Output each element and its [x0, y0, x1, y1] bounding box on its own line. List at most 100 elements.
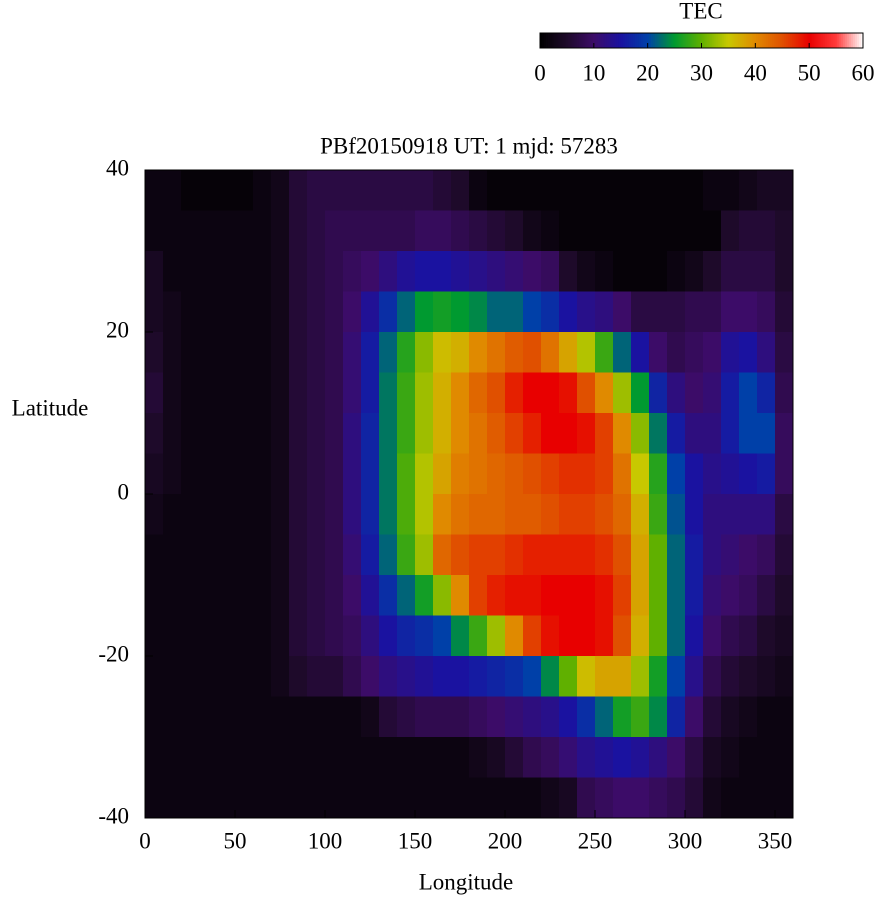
- heatmap-cell: [451, 656, 470, 697]
- heatmap-cell: [451, 413, 470, 454]
- heatmap-cell: [541, 170, 560, 211]
- heatmap-cell: [433, 413, 452, 454]
- colorbar-segment: [729, 33, 733, 48]
- heatmap-cell: [433, 210, 452, 252]
- heatmap-cell: [775, 291, 794, 333]
- colorbar-segment: [634, 33, 638, 48]
- heatmap-cell: [415, 534, 434, 576]
- heatmap-cell: [685, 656, 704, 697]
- colorbar-segment: [626, 33, 630, 48]
- heatmap-cell: [577, 534, 596, 576]
- colorbar-segment: [606, 33, 610, 48]
- heatmap-cell: [595, 453, 614, 495]
- heatmap-cell: [613, 494, 632, 535]
- heatmap-cell: [685, 534, 704, 576]
- heatmap-cell: [379, 372, 398, 414]
- heatmap-cell: [505, 251, 524, 292]
- colorbar-tick-label: 20: [636, 60, 659, 85]
- colorbar-segment: [725, 33, 729, 48]
- heatmap-cell: [181, 777, 200, 819]
- colorbar-segment: [776, 33, 779, 48]
- heatmap-cell: [523, 696, 542, 738]
- heatmap-cell: [379, 210, 398, 252]
- heatmap-cell: [739, 656, 758, 697]
- colorbar-segment: [657, 33, 660, 48]
- colorbar-segment: [800, 33, 803, 48]
- heatmap-cell: [469, 413, 488, 454]
- heatmap-cell: [685, 696, 704, 738]
- colorbar-segment: [707, 33, 710, 48]
- heatmap-cell: [613, 615, 632, 657]
- colorbar-segment: [556, 33, 559, 48]
- colorbar-segment: [842, 33, 846, 48]
- heatmap-cell: [613, 777, 632, 819]
- heatmap-cell: [559, 494, 578, 535]
- heatmap-cell: [541, 696, 560, 738]
- heatmap-cell: [271, 372, 290, 414]
- heatmap-cell: [649, 615, 668, 657]
- heatmap-cell: [469, 777, 488, 819]
- heatmap-cell: [703, 696, 722, 738]
- colorbar-segment: [691, 33, 694, 48]
- colorbar-segment: [566, 33, 569, 48]
- heatmap-cell: [685, 413, 704, 454]
- heatmap-cell: [667, 534, 686, 576]
- heatmap-cell: [757, 575, 776, 616]
- colorbar-segment: [661, 33, 664, 48]
- heatmap-cell: [721, 332, 740, 373]
- colorbar-segment: [620, 33, 624, 48]
- heatmap-cell: [217, 575, 236, 616]
- heatmap-cell: [199, 251, 218, 292]
- heatmap-cell: [721, 575, 740, 616]
- heatmap-cell: [631, 413, 650, 454]
- colorbar-segment: [622, 33, 626, 48]
- heatmap-cell: [289, 575, 308, 616]
- heatmap-cell: [325, 534, 344, 576]
- heatmap-cell: [361, 494, 380, 535]
- heatmap-cell: [685, 372, 704, 414]
- heatmap-cell: [487, 372, 506, 414]
- heatmap-cell: [469, 453, 488, 495]
- colorbar-segment: [798, 33, 801, 48]
- heatmap-cell: [757, 332, 776, 373]
- heatmap-cell: [217, 656, 236, 697]
- heatmap-cell: [739, 453, 758, 495]
- heatmap-cell: [163, 656, 182, 697]
- heatmap-cell: [289, 372, 308, 414]
- colorbar-segment: [796, 33, 799, 48]
- heatmap-cell: [235, 453, 254, 495]
- heatmap-cell: [685, 777, 704, 819]
- heatmap-cell: [253, 332, 272, 373]
- heatmap-cell: [451, 210, 470, 252]
- heatmap-cell: [631, 210, 650, 252]
- heatmap-cell: [289, 656, 308, 697]
- heatmap-cell: [325, 372, 344, 414]
- heatmap-cell: [361, 413, 380, 454]
- heatmap-cell: [451, 696, 470, 738]
- colorbar-segment: [760, 33, 763, 48]
- heatmap-cell: [559, 251, 578, 292]
- heatmap-cell: [469, 615, 488, 657]
- heatmap-cell: [217, 494, 236, 535]
- heatmap-cell: [163, 210, 182, 252]
- heatmap-cell: [181, 656, 200, 697]
- heatmap-cell: [505, 210, 524, 252]
- heatmap-cell: [559, 656, 578, 697]
- heatmap-cell: [559, 575, 578, 616]
- heatmap-cell: [271, 332, 290, 373]
- heatmap-cell: [307, 494, 326, 535]
- heatmap-cell: [577, 372, 596, 414]
- colorbar-segment: [600, 33, 603, 48]
- heatmap-cell: [325, 494, 344, 535]
- heatmap-cell: [397, 210, 416, 252]
- heatmap-cell: [235, 656, 254, 697]
- heatmap-cell: [631, 777, 650, 819]
- heatmap-cell: [253, 453, 272, 495]
- heatmap-cell: [703, 737, 722, 778]
- heatmap-cell: [667, 737, 686, 778]
- colorbar-segment: [685, 33, 688, 48]
- colorbar-segment: [594, 33, 597, 48]
- heatmap-cell: [145, 777, 164, 819]
- heatmap-cell: [703, 170, 722, 211]
- heatmap-cell: [487, 413, 506, 454]
